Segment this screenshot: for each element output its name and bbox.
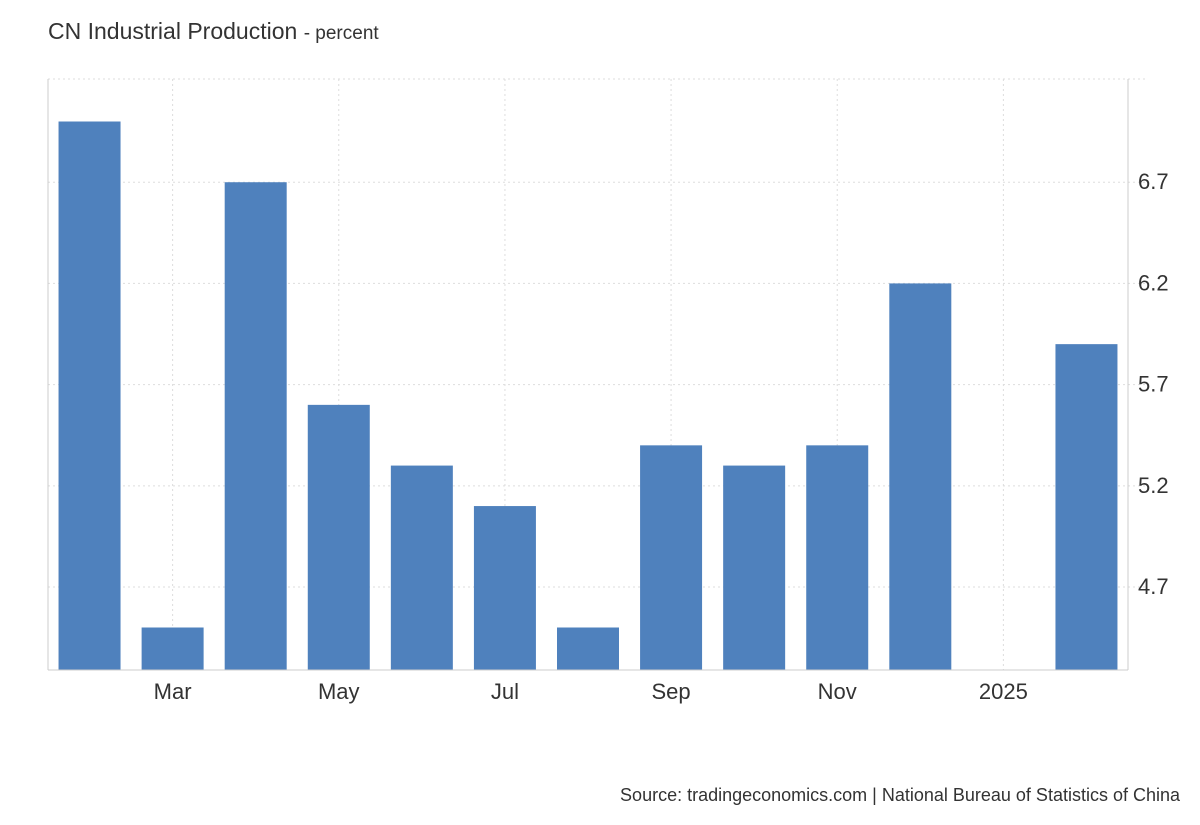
x-tick-labels: Mar May Jul Sep Nov 2025 [154, 679, 1028, 704]
chart-title: CN Industrial Production - percent [48, 18, 379, 45]
bar-mar [141, 627, 204, 670]
axes [47, 79, 1129, 671]
bar-jul [473, 506, 536, 670]
bar-jun [390, 465, 453, 670]
x-tick-label: Sep [651, 679, 690, 704]
bar-nov [806, 445, 869, 670]
bar-aug [557, 627, 619, 670]
grid-lines [48, 78, 1148, 670]
y-tick-label: 5.2 [1138, 473, 1169, 498]
y-tick-label: 6.2 [1138, 270, 1169, 295]
source-note: Source: tradingeconomics.com | National … [620, 785, 1180, 805]
x-tick-label: Nov [818, 679, 857, 704]
x-tick-label: 2025 [979, 679, 1028, 704]
y-tick-label: 4.7 [1138, 574, 1169, 599]
bar-may [307, 404, 370, 670]
bar-feb [58, 121, 121, 671]
bar-feb [1055, 344, 1118, 670]
bars [58, 121, 1118, 671]
chart-title-text: CN Industrial Production [48, 18, 298, 44]
bar-dec [889, 283, 952, 670]
y-tick-labels: 4.7 5.2 5.7 6.2 6.7 [1138, 169, 1169, 599]
x-tick-label: Jul [491, 679, 519, 704]
y-tick-label: 6.7 [1138, 169, 1169, 194]
bar-sep [640, 445, 703, 670]
bar-oct [723, 465, 786, 670]
bar-apr [224, 182, 287, 670]
x-tick-label: Mar [154, 679, 192, 704]
chart-unit: - percent [303, 23, 379, 44]
y-tick-label: 5.7 [1138, 372, 1169, 397]
x-tick-label: May [318, 679, 360, 704]
